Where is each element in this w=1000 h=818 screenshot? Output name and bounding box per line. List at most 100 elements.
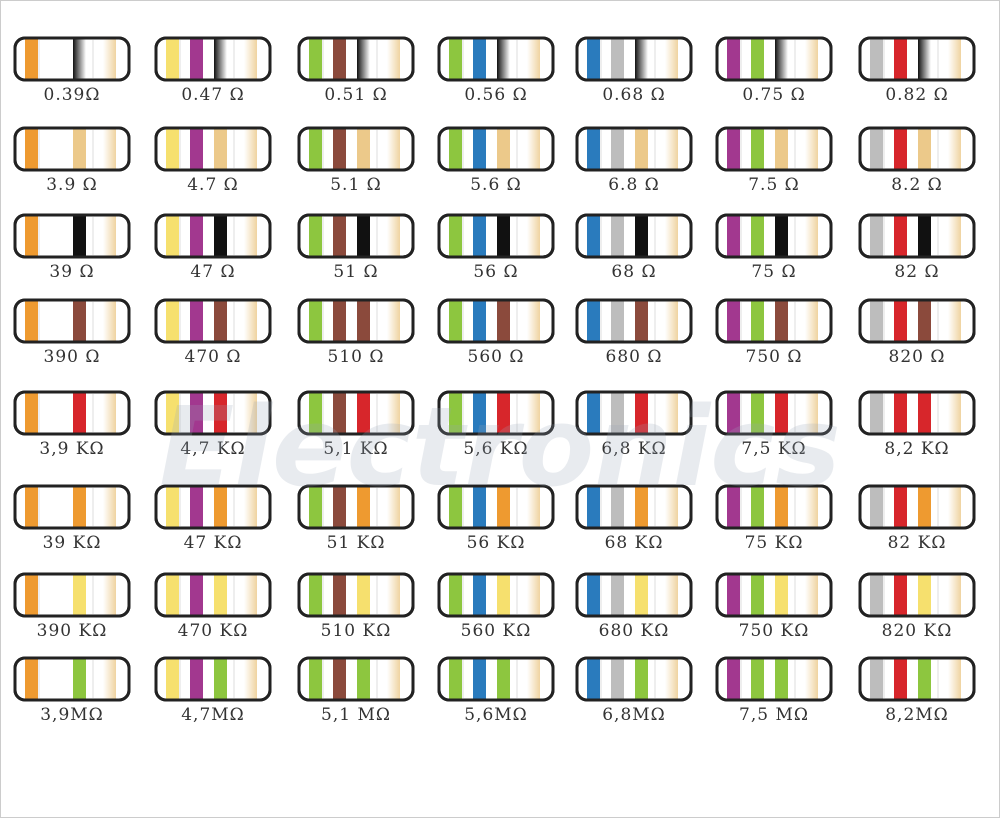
resistor-label: 4,7MΩ [181, 705, 245, 725]
resistor-label: 0.56 Ω [464, 85, 527, 105]
color-band [214, 393, 227, 433]
resistor-outline [437, 213, 555, 259]
resistor [575, 572, 693, 618]
resistor-label: 68 KΩ [605, 533, 664, 553]
resistor-label: 0.47 Ω [181, 85, 244, 105]
color-band [611, 39, 624, 79]
resistor-outline [575, 36, 693, 82]
color-band [635, 216, 648, 256]
color-band [497, 393, 510, 433]
color-band [948, 301, 961, 341]
color-band [214, 575, 227, 615]
resistor-outline [297, 484, 415, 530]
resistor [437, 656, 555, 702]
color-band [611, 659, 624, 699]
resistor-outline [13, 213, 131, 259]
color-band [751, 39, 764, 79]
resistor-label: 0.39Ω [44, 85, 101, 105]
resistor-outline [154, 484, 272, 530]
color-band [751, 393, 764, 433]
resistor-label: 680 KΩ [599, 621, 670, 641]
color-band [870, 301, 883, 341]
color-band [449, 487, 462, 527]
resistor [297, 656, 415, 702]
color-band [73, 216, 86, 256]
color-band [894, 216, 907, 256]
color-band [166, 216, 179, 256]
resistor [437, 484, 555, 530]
resistor [13, 572, 131, 618]
resistor-label: 510 Ω [328, 347, 385, 367]
resistor [13, 656, 131, 702]
color-band [73, 659, 86, 699]
color-band [309, 659, 322, 699]
resistor-outline [13, 390, 131, 436]
color-band [611, 301, 624, 341]
color-band [387, 393, 400, 433]
color-band [948, 659, 961, 699]
resistor-label: 39 Ω [49, 262, 94, 282]
color-band [775, 487, 788, 527]
color-band [25, 487, 38, 527]
resistor-label: 3.9 Ω [46, 175, 98, 195]
color-band [103, 487, 116, 527]
resistor-outline [154, 298, 272, 344]
color-band [473, 301, 486, 341]
color-band [894, 301, 907, 341]
color-band [751, 129, 764, 169]
color-band [244, 393, 257, 433]
color-band [357, 129, 370, 169]
color-band [333, 216, 346, 256]
color-band [805, 216, 818, 256]
resistor [13, 126, 131, 172]
color-band [527, 129, 540, 169]
resistor [437, 36, 555, 82]
resistor [437, 572, 555, 618]
resistor-outline [437, 298, 555, 344]
color-band [190, 575, 203, 615]
resistor-outline [437, 126, 555, 172]
color-band [25, 129, 38, 169]
resistor-outline [858, 298, 976, 344]
resistor [858, 390, 976, 436]
color-band [497, 301, 510, 341]
resistor-outline [575, 390, 693, 436]
color-band [665, 659, 678, 699]
resistor-label: 0.51 Ω [324, 85, 387, 105]
color-band [25, 659, 38, 699]
color-band [611, 393, 624, 433]
resistor-label: 470 Ω [185, 347, 242, 367]
resistor-outline [575, 572, 693, 618]
color-band [25, 301, 38, 341]
resistor [858, 484, 976, 530]
resistor [575, 36, 693, 82]
resistor [437, 126, 555, 172]
color-band [775, 216, 788, 256]
color-band [25, 393, 38, 433]
color-band [727, 39, 740, 79]
resistor [575, 656, 693, 702]
color-band [473, 659, 486, 699]
resistor [297, 126, 415, 172]
color-band [587, 575, 600, 615]
resistor [297, 36, 415, 82]
color-band [611, 129, 624, 169]
resistor-label: 5.6 Ω [470, 175, 522, 195]
color-band [357, 39, 370, 79]
color-band [805, 487, 818, 527]
resistor-outline [715, 484, 833, 530]
resistor-outline [437, 656, 555, 702]
color-band [25, 216, 38, 256]
color-band [73, 487, 86, 527]
resistor-outline [297, 572, 415, 618]
resistor-outline [437, 572, 555, 618]
resistor-label: 820 Ω [889, 347, 946, 367]
resistor-label: 7,5 KΩ [741, 439, 806, 459]
color-band [527, 301, 540, 341]
resistor-outline [13, 484, 131, 530]
resistor-outline [575, 213, 693, 259]
resistor [715, 390, 833, 436]
color-band [918, 393, 931, 433]
color-band [333, 487, 346, 527]
color-band [244, 659, 257, 699]
